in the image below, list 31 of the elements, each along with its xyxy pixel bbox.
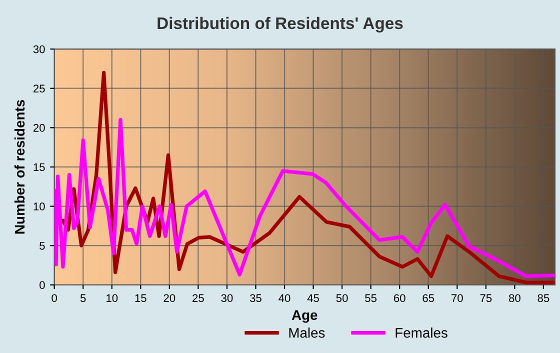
chart-title: Distribution of Residents' Ages [158,16,403,33]
y-tick-label: 0 [40,281,45,290]
x-tick-label: 10 [106,294,118,302]
y-tick-label: 5 [40,242,45,250]
y-axis-title: Number of residents [14,100,25,234]
x-tick-label: 70 [452,294,463,302]
legend-label: Females [396,328,448,338]
x-tick-label: 80 [508,294,520,302]
x-tick-label: 60 [394,294,406,302]
x-tick-label: 45 [307,294,319,302]
y-tick-label: 30 [33,45,45,54]
y-tick-label: 25 [33,84,45,93]
x-tick-label: 0 [52,294,57,302]
legend-label: Males [289,328,325,338]
y-tick-label: 15 [34,163,45,172]
x-axis-title: Age [292,310,318,323]
x-tick-label: 20 [164,294,176,302]
x-tick-label: 5 [80,294,86,302]
x-tick-label: 75 [480,294,492,302]
x-tick-label: 55 [365,294,377,302]
y-tick-label: 20 [33,124,45,132]
x-tick-label: 30 [221,294,233,302]
x-tick-label: 15 [135,294,146,302]
x-tick-label: 50 [336,294,348,302]
x-tick-label: 40 [278,294,290,302]
x-tick-label: 35 [250,294,262,302]
x-tick-label: 85 [538,294,550,302]
x-tick-label: 65 [422,294,434,302]
line-series [54,118,555,278]
y-tick-label: 10 [34,202,45,210]
x-tick-label: 25 [192,294,204,302]
